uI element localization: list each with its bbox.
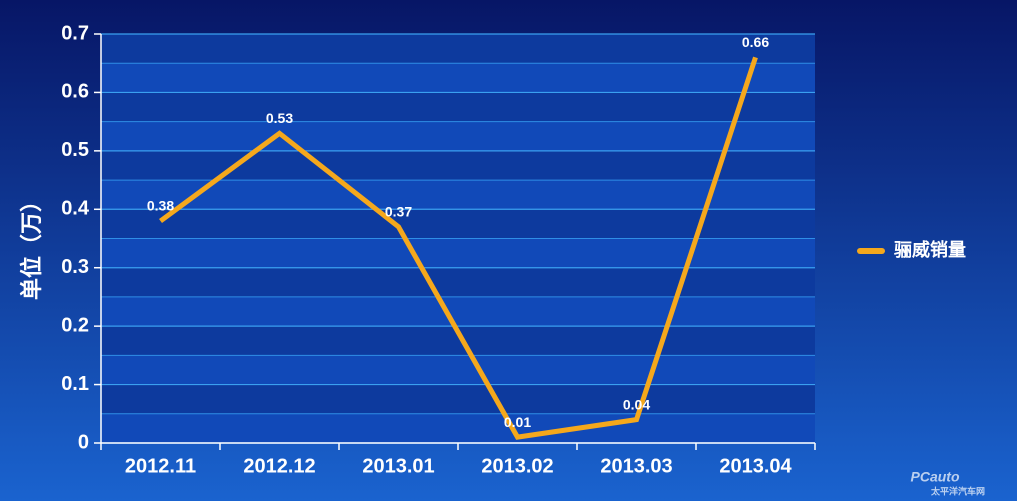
x-tick-label: 2012.11: [125, 455, 196, 477]
data-label: 0.04: [623, 396, 650, 412]
y-tick-label: 0.5: [61, 139, 89, 161]
grid-stripe: [101, 92, 815, 122]
y-tick-label: 0.3: [61, 256, 89, 278]
y-tick-label: 0.4: [61, 198, 90, 220]
y-tick-label: 0: [78, 431, 89, 453]
x-tick-label: 2013.03: [600, 455, 672, 477]
data-label: 0.01: [504, 414, 531, 430]
y-tick-label: 0.6: [61, 81, 89, 103]
grid-stripe: [101, 150, 815, 181]
data-label: 0.38: [147, 198, 174, 214]
data-label: 0.66: [742, 34, 769, 50]
y-tick-label: 0.2: [61, 314, 89, 336]
x-tick-label: 2013.02: [481, 455, 553, 477]
grid-stripe: [101, 34, 815, 64]
grid-stripe: [101, 384, 815, 414]
x-tick-label: 2013.04: [719, 455, 792, 477]
watermark-site: 太平洋汽车网: [930, 485, 985, 496]
grid-stripe: [101, 209, 815, 239]
series-line: [159, 56, 758, 440]
y-tick-label: 0.7: [61, 22, 89, 44]
watermark-brand: PCauto: [911, 469, 960, 485]
data-label: 0.37: [385, 204, 412, 220]
x-tick-label: 2013.01: [362, 455, 434, 477]
x-tick-label: 2012.12: [243, 455, 315, 477]
legend-label: 骊威销量: [894, 239, 966, 260]
data-label: 0.53: [266, 110, 293, 126]
grid-stripe: [101, 267, 815, 297]
y-axis-label: 单位（万）: [19, 190, 44, 300]
y-tick-label: 0.1: [61, 373, 89, 395]
plot-area: [101, 33, 815, 444]
